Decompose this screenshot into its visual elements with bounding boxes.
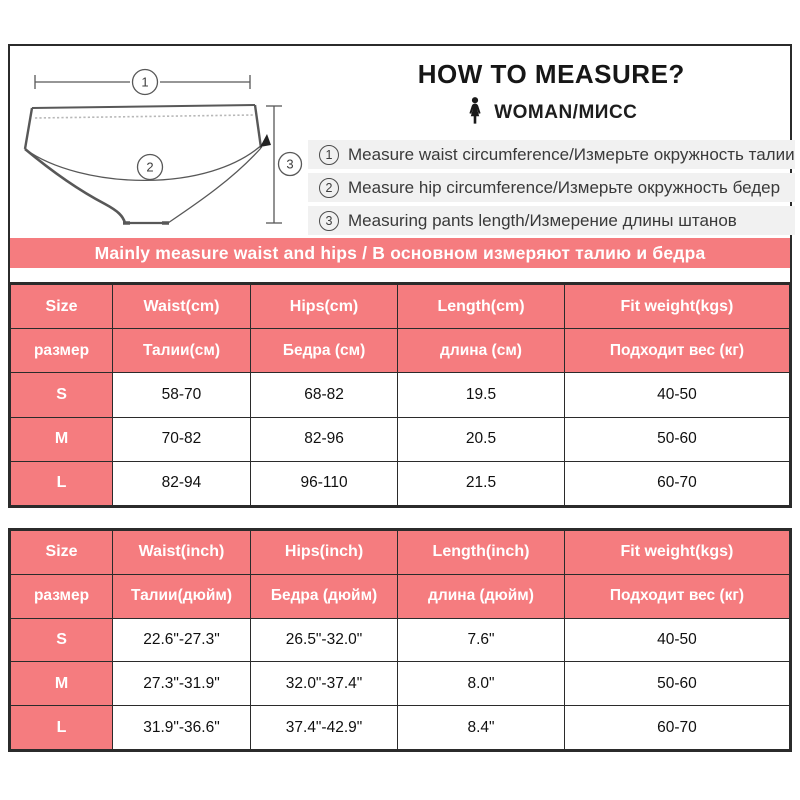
header-cell: Size bbox=[9, 283, 114, 330]
header-cell: Подходит вес (кг) bbox=[563, 573, 791, 619]
value-cell: 60-70 bbox=[563, 460, 791, 507]
value-cell: 20.5 bbox=[397, 416, 565, 462]
value-cell: 22.6"-27.3" bbox=[112, 617, 251, 663]
banner: Mainly measure waist and hips / В основн… bbox=[10, 238, 790, 268]
size-table-cm: Size Waist(cm) Hips(cm) Length(cm) Fit w… bbox=[9, 282, 791, 507]
size-cell: L bbox=[9, 460, 114, 507]
diagram-marker-1-label: 1 bbox=[141, 75, 148, 90]
header-cell: Талии(см) bbox=[112, 328, 251, 374]
size-table-inch: Size Waist(inch) Hips(inch) Length(inch)… bbox=[8, 528, 792, 752]
value-cell: 70-82 bbox=[112, 416, 251, 462]
value-cell: 50-60 bbox=[563, 661, 791, 707]
circled-2-icon: 2 bbox=[319, 177, 339, 198]
header-cell: размер bbox=[9, 573, 114, 619]
instruction-row-2: 2 Measure hip circumference/Измерьте окр… bbox=[308, 173, 795, 202]
table-cm-header-en: Size Waist(cm) Hips(cm) Length(cm) Fit w… bbox=[9, 283, 791, 330]
table-row: L 31.9"-36.6" 37.4"-42.9" 8.4" 60-70 bbox=[9, 705, 791, 750]
header-cell: длина (дюйм) bbox=[397, 573, 565, 619]
value-cell: 37.4"-42.9" bbox=[249, 705, 399, 750]
header-cell: Hips(inch) bbox=[249, 530, 399, 575]
value-cell: 27.3"-31.9" bbox=[112, 661, 251, 707]
header-cell: Бедра (дюйм) bbox=[249, 573, 399, 619]
instruction-row-3: 3 Measuring pants length/Измерение длины… bbox=[308, 206, 795, 235]
panties-diagram: 1 2 3 bbox=[10, 46, 304, 238]
arrowhead-icon bbox=[260, 134, 271, 147]
table-cm-header-ru: размер Талии(см) Бедра (см) длина (см) П… bbox=[9, 328, 791, 374]
instruction-text-2: Measure hip circumference/Измерьте окруж… bbox=[348, 177, 781, 197]
circled-1-icon: 1 bbox=[319, 144, 339, 165]
value-cell: 8.0" bbox=[397, 661, 565, 707]
size-cell: S bbox=[9, 372, 114, 418]
woman-icon bbox=[465, 97, 485, 129]
value-cell: 96-110 bbox=[249, 460, 399, 507]
table-inch-header-ru: размер Талии(дюйм) Бедра (дюйм) длина (д… bbox=[9, 573, 791, 619]
instructions-list: 1 Measure waist circumference/Измерьте о… bbox=[308, 140, 795, 235]
size-cell: M bbox=[9, 661, 114, 707]
header-column: HOW TO MEASURE? WOMAN/МИСС bbox=[304, 46, 797, 238]
table-row: M 27.3"-31.9" 32.0"-37.4" 8.0" 50-60 bbox=[9, 661, 791, 707]
header-cell: Талии(дюйм) bbox=[112, 573, 251, 619]
value-cell: 31.9"-36.6" bbox=[112, 705, 251, 750]
gender-label: WOMAN/МИСС bbox=[494, 102, 638, 123]
header-cell: Hips(cm) bbox=[249, 283, 399, 330]
table-row: L 82-94 96-110 21.5 60-70 bbox=[9, 460, 791, 507]
instruction-text-1: Measure waist circumference/Измерьте окр… bbox=[348, 144, 795, 164]
value-cell: 68-82 bbox=[249, 372, 399, 418]
value-cell: 82-96 bbox=[249, 416, 399, 462]
value-cell: 40-50 bbox=[563, 617, 791, 663]
diagram-marker-2-label: 2 bbox=[146, 160, 153, 175]
value-cell: 40-50 bbox=[563, 372, 791, 418]
table-row: S 22.6"-27.3" 26.5"-32.0" 7.6" 40-50 bbox=[9, 617, 791, 663]
value-cell: 50-60 bbox=[563, 416, 791, 462]
header-cell: Fit weight(kgs) bbox=[563, 530, 791, 575]
page-title: HOW TO MEASURE? bbox=[417, 59, 685, 89]
header-cell: Waist(inch) bbox=[112, 530, 251, 575]
header-cell: Size bbox=[9, 530, 114, 575]
marker-3-circle-icon bbox=[277, 151, 303, 177]
value-cell: 7.6" bbox=[397, 617, 565, 663]
diagram-marker-3-label: 3 bbox=[286, 157, 293, 172]
instruction-row-1: 1 Measure waist circumference/Измерьте о… bbox=[308, 140, 795, 169]
measure-guide-frame: 1 2 3 HOW TO MEASURE? bbox=[8, 44, 795, 508]
header-cell: Length(inch) bbox=[397, 530, 565, 575]
size-cell: S bbox=[9, 617, 114, 663]
instruction-text-3: Measuring pants length/Измерение длины ш… bbox=[348, 210, 737, 230]
size-cell: M bbox=[9, 416, 114, 462]
value-cell: 58-70 bbox=[112, 372, 251, 418]
header-cell: Fit weight(kgs) bbox=[563, 283, 791, 330]
value-cell: 32.0"-37.4" bbox=[249, 661, 399, 707]
header-cell: размер bbox=[9, 328, 114, 374]
table-row: S 58-70 68-82 19.5 40-50 bbox=[9, 372, 791, 418]
value-cell: 8.4" bbox=[397, 705, 565, 750]
circled-3-icon: 3 bbox=[319, 210, 339, 231]
spacer bbox=[10, 268, 790, 282]
value-cell: 21.5 bbox=[397, 460, 565, 507]
header-cell: Бедра (см) bbox=[249, 328, 399, 374]
top-section: 1 2 3 HOW TO MEASURE? bbox=[10, 46, 795, 238]
marker-2-circle-icon bbox=[136, 153, 164, 181]
value-cell: 82-94 bbox=[112, 460, 251, 507]
value-cell: 26.5"-32.0" bbox=[249, 617, 399, 663]
table-inch-header-en: Size Waist(inch) Hips(inch) Length(inch)… bbox=[9, 530, 791, 575]
value-cell: 19.5 bbox=[397, 372, 565, 418]
marker-1-circle-icon bbox=[131, 68, 159, 96]
table-row: M 70-82 82-96 20.5 50-60 bbox=[9, 416, 791, 462]
header-cell: Waist(cm) bbox=[112, 283, 251, 330]
header-cell: длина (см) bbox=[397, 328, 565, 374]
value-cell: 60-70 bbox=[563, 705, 791, 750]
header-cell: Подходит вес (кг) bbox=[563, 328, 791, 374]
gender-row: WOMAN/МИСС bbox=[465, 97, 637, 129]
panties-diagram-svg: 1 2 3 bbox=[23, 68, 303, 225]
header-cell: Length(cm) bbox=[397, 283, 565, 330]
size-cell: L bbox=[9, 705, 114, 750]
